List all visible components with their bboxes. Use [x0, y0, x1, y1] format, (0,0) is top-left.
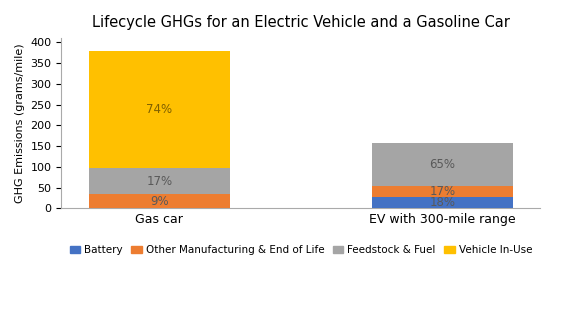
Bar	[88, 194, 230, 209]
Bar	[88, 168, 230, 194]
Bar	[372, 186, 513, 197]
Text: 17%: 17%	[429, 185, 455, 198]
Y-axis label: GHG Emissions (grams/mile): GHG Emissions (grams/mile)	[15, 44, 25, 203]
Title: Lifecycle GHGs for an Electric Vehicle and a Gasoline Car: Lifecycle GHGs for an Electric Vehicle a…	[92, 15, 510, 30]
Legend: Battery, Other Manufacturing & End of Life, Feedstock & Fuel, Vehicle In-Use: Battery, Other Manufacturing & End of Li…	[66, 241, 536, 259]
Text: 74%: 74%	[146, 103, 173, 116]
Text: 18%: 18%	[429, 196, 455, 209]
Text: 65%: 65%	[429, 158, 455, 171]
Text: 9%: 9%	[150, 195, 169, 208]
Bar	[88, 52, 230, 168]
Bar	[372, 143, 513, 186]
Text: 17%: 17%	[146, 175, 173, 188]
Bar	[372, 197, 513, 209]
